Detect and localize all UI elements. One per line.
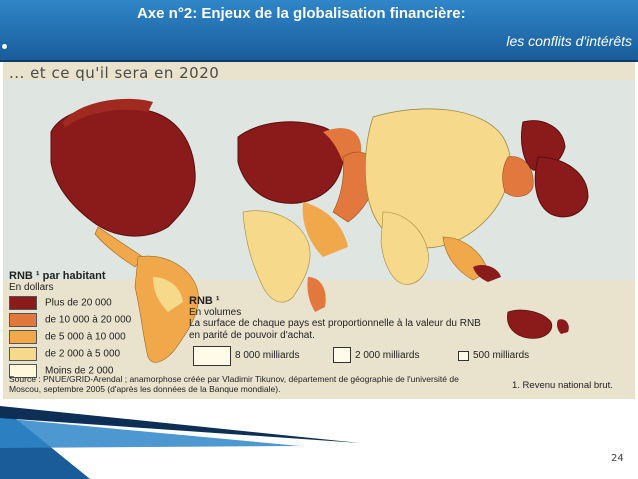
legend-label: de 5 000 à 10 000 [45, 331, 126, 343]
legend-volume: RNB ¹ En volumes La surface de chaque pa… [189, 295, 489, 342]
size-label-small: 500 milliards [473, 350, 530, 361]
size-box-small [458, 351, 469, 361]
legend-title: RNB ¹ par habitant [9, 270, 106, 282]
canada-shape [63, 98, 153, 128]
korea-shape [502, 156, 534, 197]
legend-per-capita: RNB ¹ par habitant En dollars Plus de 20… [9, 270, 189, 378]
brazil-shape [153, 277, 183, 312]
legend-label: Plus de 20 000 [45, 297, 112, 309]
india-shape [380, 211, 429, 285]
legend-item: de 2 000 à 5 000 [9, 347, 120, 361]
legend-swatch [9, 296, 37, 310]
title-bar: Axe n°2: Enjeux de la globalisation fina… [0, 0, 638, 62]
legend-label: de 10 000 à 20 000 [45, 314, 132, 326]
size-label-medium: 2 000 milliards [355, 350, 420, 361]
europe-shape [237, 121, 344, 204]
china-shape [364, 108, 511, 249]
cartogram-map [3, 80, 635, 363]
footnote: 1. Revenu national brut. [512, 380, 613, 391]
legend-swatch [9, 313, 37, 327]
slide-title: Axe n°2: Enjeux de la globalisation fina… [137, 5, 466, 22]
page-number: 24 [611, 453, 624, 464]
legend-item: Moins de 2 000 [9, 364, 113, 378]
australia-shape [507, 309, 553, 339]
legend-label: Moins de 2 000 [45, 365, 114, 377]
decorative-swoosh [0, 406, 360, 479]
swoosh-line [0, 406, 360, 443]
size-box-large [193, 346, 231, 366]
swoosh-light [0, 418, 300, 448]
map-figure: ... et ce qu'il sera en 2020 RNB ¹ par h… [3, 62, 635, 399]
new-zealand-shape [557, 319, 569, 334]
japan-shape [534, 156, 589, 218]
bullet-icon [2, 44, 7, 49]
south-africa-shape [307, 277, 326, 312]
legend-label: de 2 000 à 5 000 [45, 348, 121, 360]
legend-volume-description: La surface de chaque pays est proportion… [189, 318, 481, 341]
africa-shape [242, 210, 311, 303]
legend-volume-title: RNB ¹ [189, 295, 220, 307]
legend-swatch [9, 330, 37, 344]
legend-swatch [9, 347, 37, 361]
singapore-shape [473, 265, 501, 282]
figure-heading: ... et ce qu'il sera en 2020 [9, 64, 220, 82]
legend-swatch [9, 364, 37, 378]
central-america-shape [94, 226, 144, 268]
size-box-medium [333, 347, 351, 363]
legend-item: de 10 000 à 20 000 [9, 313, 131, 327]
middle-east-shape [302, 202, 348, 257]
legend-volume-subtitle: En volumes [189, 307, 242, 318]
slide-subtitle: les conflits d'intérêts [506, 33, 632, 49]
source-text: Source : PNUE/GRID-Arendal ; anamorphose… [9, 374, 459, 394]
legend-subtitle: En dollars [9, 282, 54, 293]
legend-item: Plus de 20 000 [9, 296, 112, 310]
legend-item: de 5 000 à 10 000 [9, 330, 126, 344]
size-label-large: 8 000 milliards [235, 350, 300, 361]
